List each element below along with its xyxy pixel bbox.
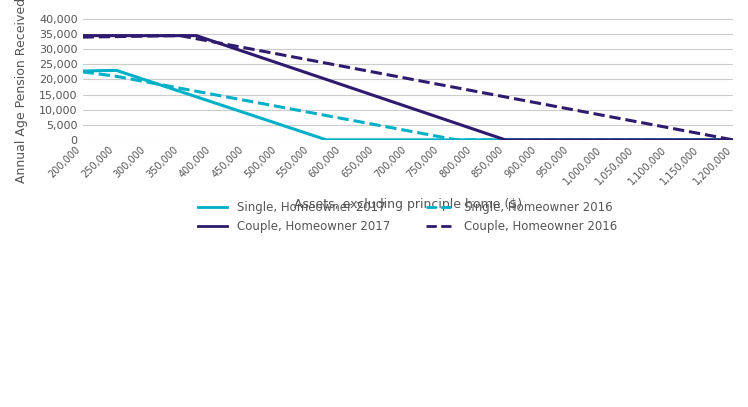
Couple, Homeowner 2017 [729, 138, 738, 142]
Single, Homeowner 2016 [452, 138, 461, 142]
Single, Homeowner 2016 [729, 138, 738, 142]
Single, Homeowner 2017 [78, 68, 87, 73]
Line: Couple, Homeowner 2017: Couple, Homeowner 2017 [82, 36, 733, 140]
Single, Homeowner 2016 [111, 74, 120, 79]
Single, Homeowner 2017 [322, 138, 331, 142]
Single, Homeowner 2017 [112, 68, 121, 73]
Line: Single, Homeowner 2016: Single, Homeowner 2016 [82, 72, 733, 140]
Y-axis label: Annual Age Pension Received ($): Annual Age Pension Received ($) [15, 0, 28, 183]
Single, Homeowner 2017 [729, 138, 738, 142]
Couple, Homeowner 2016 [729, 138, 738, 142]
Single, Homeowner 2016 [78, 70, 87, 74]
Couple, Homeowner 2017 [501, 138, 510, 142]
Couple, Homeowner 2017 [192, 33, 201, 38]
Single, Homeowner 2017 [322, 138, 331, 142]
Line: Single, Homeowner 2017: Single, Homeowner 2017 [82, 70, 733, 140]
Legend: Single, Homeowner 2017, Couple, Homeowner 2017, Single, Homeowner 2016, Couple, : Single, Homeowner 2017, Couple, Homeowne… [193, 197, 622, 238]
Couple, Homeowner 2017 [501, 138, 510, 142]
Line: Couple, Homeowner 2016: Couple, Homeowner 2016 [82, 36, 733, 140]
Couple, Homeowner 2016 [78, 35, 87, 39]
Single, Homeowner 2016 [452, 138, 461, 142]
X-axis label: Assets, excluding principle home ($): Assets, excluding principle home ($) [294, 198, 522, 211]
Couple, Homeowner 2017 [78, 33, 87, 38]
Couple, Homeowner 2016 [176, 33, 185, 38]
